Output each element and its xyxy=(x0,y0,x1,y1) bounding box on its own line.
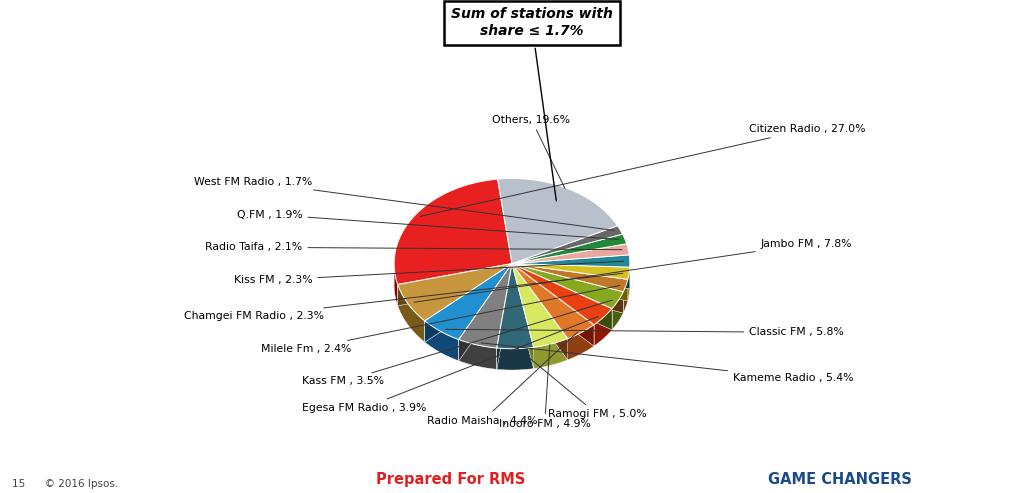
Polygon shape xyxy=(397,264,512,306)
Polygon shape xyxy=(628,267,630,301)
Text: Ipsos: Ipsos xyxy=(969,468,999,478)
Polygon shape xyxy=(512,264,612,325)
Polygon shape xyxy=(459,264,512,348)
Text: GAME CHANGERS: GAME CHANGERS xyxy=(768,472,911,487)
Polygon shape xyxy=(497,264,512,369)
Polygon shape xyxy=(534,339,567,369)
Polygon shape xyxy=(397,264,512,306)
Polygon shape xyxy=(512,264,624,309)
Polygon shape xyxy=(394,179,512,284)
Polygon shape xyxy=(512,255,630,267)
Polygon shape xyxy=(425,264,512,342)
Polygon shape xyxy=(425,264,512,340)
Polygon shape xyxy=(512,264,567,360)
Polygon shape xyxy=(512,264,594,339)
Text: Kameme Radio , 5.4%: Kameme Radio , 5.4% xyxy=(481,343,854,383)
Polygon shape xyxy=(498,178,617,264)
Polygon shape xyxy=(512,264,567,360)
Polygon shape xyxy=(512,264,628,301)
Polygon shape xyxy=(512,264,630,288)
Text: Sample Base, Total : 1,077 “Yesterday” Radio Listeners: Sample Base, Total : 1,077 “Yesterday” R… xyxy=(8,464,377,477)
Polygon shape xyxy=(594,309,612,346)
Polygon shape xyxy=(512,264,630,288)
Polygon shape xyxy=(394,265,397,306)
Polygon shape xyxy=(497,347,534,370)
Text: Citizen Radio , 27.0%: Citizen Radio , 27.0% xyxy=(421,124,866,216)
Polygon shape xyxy=(459,264,512,361)
Polygon shape xyxy=(512,264,624,313)
Polygon shape xyxy=(512,264,628,301)
Text: Milele Fm , 2.4%: Milele Fm , 2.4% xyxy=(261,285,620,354)
Text: West FM Radio , 1.7%: West FM Radio , 1.7% xyxy=(194,177,614,230)
Polygon shape xyxy=(512,264,534,369)
Text: Inooro FM , 4.9%: Inooro FM , 4.9% xyxy=(499,344,591,429)
Polygon shape xyxy=(512,264,612,330)
Polygon shape xyxy=(512,226,623,264)
Text: Q.FM , 1.9%: Q.FM , 1.9% xyxy=(237,210,618,240)
Polygon shape xyxy=(612,292,624,330)
Polygon shape xyxy=(512,264,612,330)
Polygon shape xyxy=(512,264,630,280)
Text: Radio Taifa , 2.1%: Radio Taifa , 2.1% xyxy=(206,242,622,252)
Polygon shape xyxy=(567,325,594,360)
Text: Sum of stations with
share ≤ 1.7%: Sum of stations with share ≤ 1.7% xyxy=(451,7,612,201)
Polygon shape xyxy=(512,264,624,313)
Polygon shape xyxy=(512,264,594,346)
Text: Jambo FM , 7.8%: Jambo FM , 7.8% xyxy=(414,239,852,302)
Text: Kiss FM , 2.3%: Kiss FM , 2.3% xyxy=(233,261,624,285)
Polygon shape xyxy=(624,280,628,313)
Polygon shape xyxy=(497,264,534,349)
Polygon shape xyxy=(425,321,459,361)
Polygon shape xyxy=(397,264,512,321)
Text: Ramogi FM , 5.0%: Ramogi FM , 5.0% xyxy=(517,348,646,419)
Polygon shape xyxy=(459,264,512,361)
Text: Classic FM , 5.8%: Classic FM , 5.8% xyxy=(445,327,844,337)
Polygon shape xyxy=(425,264,512,342)
Polygon shape xyxy=(512,264,567,347)
Text: Prepared For RMS: Prepared For RMS xyxy=(376,472,525,487)
Text: Egesa FM Radio , 3.9%: Egesa FM Radio , 3.9% xyxy=(302,317,598,413)
Text: Others, 19.6%: Others, 19.6% xyxy=(493,114,570,188)
Polygon shape xyxy=(512,264,628,292)
Polygon shape xyxy=(512,244,629,264)
Polygon shape xyxy=(397,284,425,342)
Text: Radio Maisha , 4.4%: Radio Maisha , 4.4% xyxy=(427,332,578,426)
Text: Chamgei FM Radio , 2.3%: Chamgei FM Radio , 2.3% xyxy=(183,273,623,321)
Polygon shape xyxy=(512,264,594,346)
Polygon shape xyxy=(512,264,534,369)
Polygon shape xyxy=(497,264,512,369)
Text: 15      © 2016 Ipsos.: 15 © 2016 Ipsos. xyxy=(12,479,119,489)
Polygon shape xyxy=(512,234,627,264)
Polygon shape xyxy=(459,340,497,369)
Text: Kass FM , 3.5%: Kass FM , 3.5% xyxy=(302,300,612,387)
